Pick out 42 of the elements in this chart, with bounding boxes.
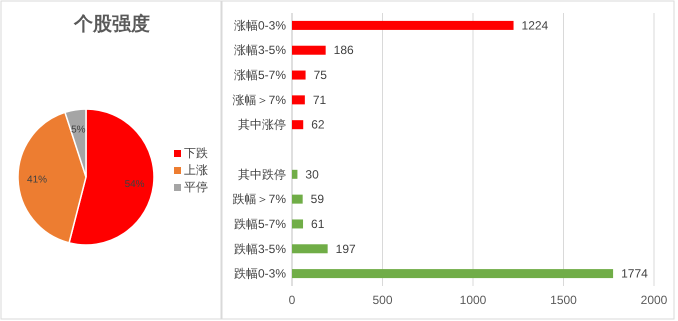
- x-tick-label: 2000: [640, 293, 668, 307]
- data-label: 54%: [124, 179, 145, 190]
- bar: [292, 194, 303, 204]
- bar: [292, 219, 304, 228]
- bar: [292, 70, 306, 80]
- y-tick-label: 其中涨停: [238, 118, 286, 132]
- data-label: 75: [314, 68, 328, 82]
- bar: [292, 46, 326, 55]
- data-label: 59: [310, 192, 324, 206]
- data-label: 1224: [522, 18, 549, 32]
- data-label: 30: [305, 167, 320, 182]
- y-tick-label: 跌幅3-5%: [234, 242, 286, 256]
- y-tick-label: 跌幅0-3%: [234, 266, 286, 281]
- y-tick-label: 涨幅5-7%: [234, 68, 286, 82]
- bar: [292, 120, 304, 130]
- y-tick-label: 涨幅3-5%: [234, 43, 286, 58]
- y-tick-label: 跌幅5-7%: [234, 216, 286, 231]
- data-label: 71: [312, 92, 327, 107]
- data-label: 186: [334, 43, 354, 58]
- bar: [292, 269, 614, 278]
- bar: [292, 95, 305, 104]
- y-tick-label: 其中跌停: [238, 167, 286, 182]
- y-tick-label: 涨幅0-3%: [234, 18, 286, 32]
- data-label: 5%: [71, 124, 86, 136]
- bar: [292, 20, 514, 30]
- x-tick-label: 1500: [550, 293, 578, 307]
- bar: [292, 170, 298, 179]
- legend-label: 下跌: [184, 146, 208, 160]
- x-tick-label: 0: [288, 293, 296, 307]
- chart-title: 个股强度: [73, 13, 150, 35]
- x-tick-label: 500: [372, 293, 393, 307]
- data-label: 1774: [621, 266, 648, 281]
- y-tick-label: 涨幅＞7%: [232, 92, 286, 107]
- legend-label: 上涨: [184, 163, 208, 177]
- legend-label: 平停: [184, 180, 208, 194]
- y-tick-label: 跌幅＞7%: [232, 192, 286, 206]
- data-label: 61: [311, 216, 325, 231]
- x-tick-label: 1000: [460, 293, 487, 307]
- data-label: 41%: [27, 174, 48, 186]
- data-label: 197: [336, 242, 356, 256]
- data-label: 62: [311, 118, 325, 132]
- bar: [292, 244, 328, 254]
